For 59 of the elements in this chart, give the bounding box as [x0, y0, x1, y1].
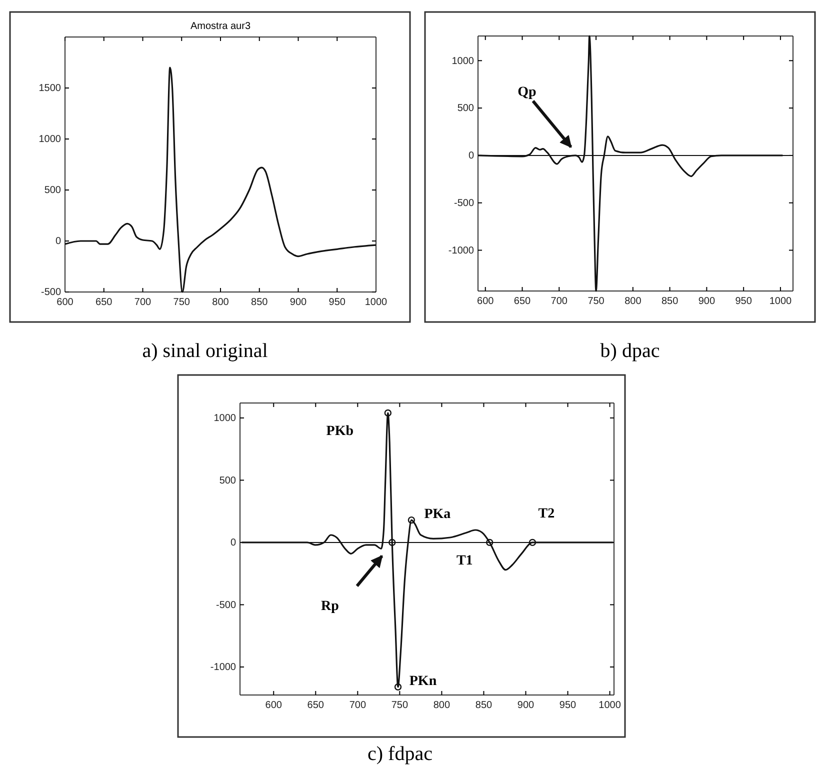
x-tick-label: 1000 — [364, 297, 388, 308]
annotation: T1 — [456, 553, 473, 568]
annotation: T2 — [538, 506, 555, 522]
y-tick-label: 500 — [457, 103, 474, 114]
x-tick-label: 750 — [173, 297, 190, 308]
y-tick-label: 0 — [55, 236, 62, 248]
y-tick-label: -1000 — [448, 245, 474, 256]
y-tick-label: 1000 — [452, 56, 474, 67]
y-tick-label: 0 — [230, 538, 236, 549]
annotation: Rp — [321, 599, 340, 614]
x-tick-label: 600 — [265, 700, 282, 712]
annotation: PKb — [326, 424, 354, 439]
annotation: Qp — [518, 85, 537, 100]
x-tick-label: 850 — [251, 297, 268, 308]
y-tick-label: 1500 — [38, 83, 62, 94]
x-tick-label: 650 — [514, 296, 532, 308]
x-tick-label: 900 — [698, 296, 716, 308]
x-tick-label: 1000 — [598, 700, 622, 712]
y-tick-label: -500 — [454, 198, 474, 210]
x-tick-label: 950 — [328, 297, 346, 308]
text: b) dpac — [600, 340, 660, 362]
x-tick-label: 650 — [96, 297, 113, 308]
x-tick-label: 900 — [517, 700, 535, 712]
y-tick-label: 500 — [44, 185, 62, 196]
x-tick-label: 750 — [391, 700, 408, 712]
text: c) fdpac — [368, 743, 433, 765]
y-tick-label: 1000 — [214, 413, 236, 424]
point — [408, 516, 416, 524]
y-tick-label: -500 — [40, 287, 62, 298]
x-tick-label: 1000 — [769, 296, 792, 308]
y-tick-label: 0 — [468, 150, 474, 162]
x-tick-label: 850 — [661, 296, 679, 308]
point — [388, 538, 396, 546]
y-tick-label: 1000 — [38, 134, 62, 146]
x-tick-label: 950 — [559, 700, 577, 712]
annotation: PKa — [424, 507, 451, 522]
x-tick-label: 900 — [290, 297, 308, 308]
x-tick-label: 700 — [134, 297, 152, 308]
x-tick-label: 850 — [475, 700, 493, 712]
x-tick-label: 700 — [550, 296, 568, 308]
y-tick-label: 500 — [219, 475, 236, 486]
x-tick-label: 600 — [477, 296, 494, 308]
x-tick-label: 950 — [735, 296, 752, 308]
text: a) sinal original — [142, 340, 268, 362]
x-tick-label: 600 — [56, 297, 74, 308]
y-tick-label: -1000 — [210, 662, 236, 674]
point — [384, 409, 392, 417]
x-tick-label: 800 — [624, 296, 642, 308]
x-tick-label: 650 — [307, 700, 324, 712]
y-tick-label: -500 — [216, 600, 236, 611]
point — [528, 538, 536, 546]
point — [486, 538, 494, 546]
point — [394, 683, 402, 690]
x-tick-label: 800 — [433, 700, 450, 712]
x-tick-label: 800 — [212, 297, 230, 308]
chart-title: Amostra aur3 — [190, 21, 251, 32]
x-tick-label: 700 — [349, 700, 366, 712]
x-tick-label: 750 — [588, 296, 605, 308]
annotation: PKn — [409, 674, 437, 689]
